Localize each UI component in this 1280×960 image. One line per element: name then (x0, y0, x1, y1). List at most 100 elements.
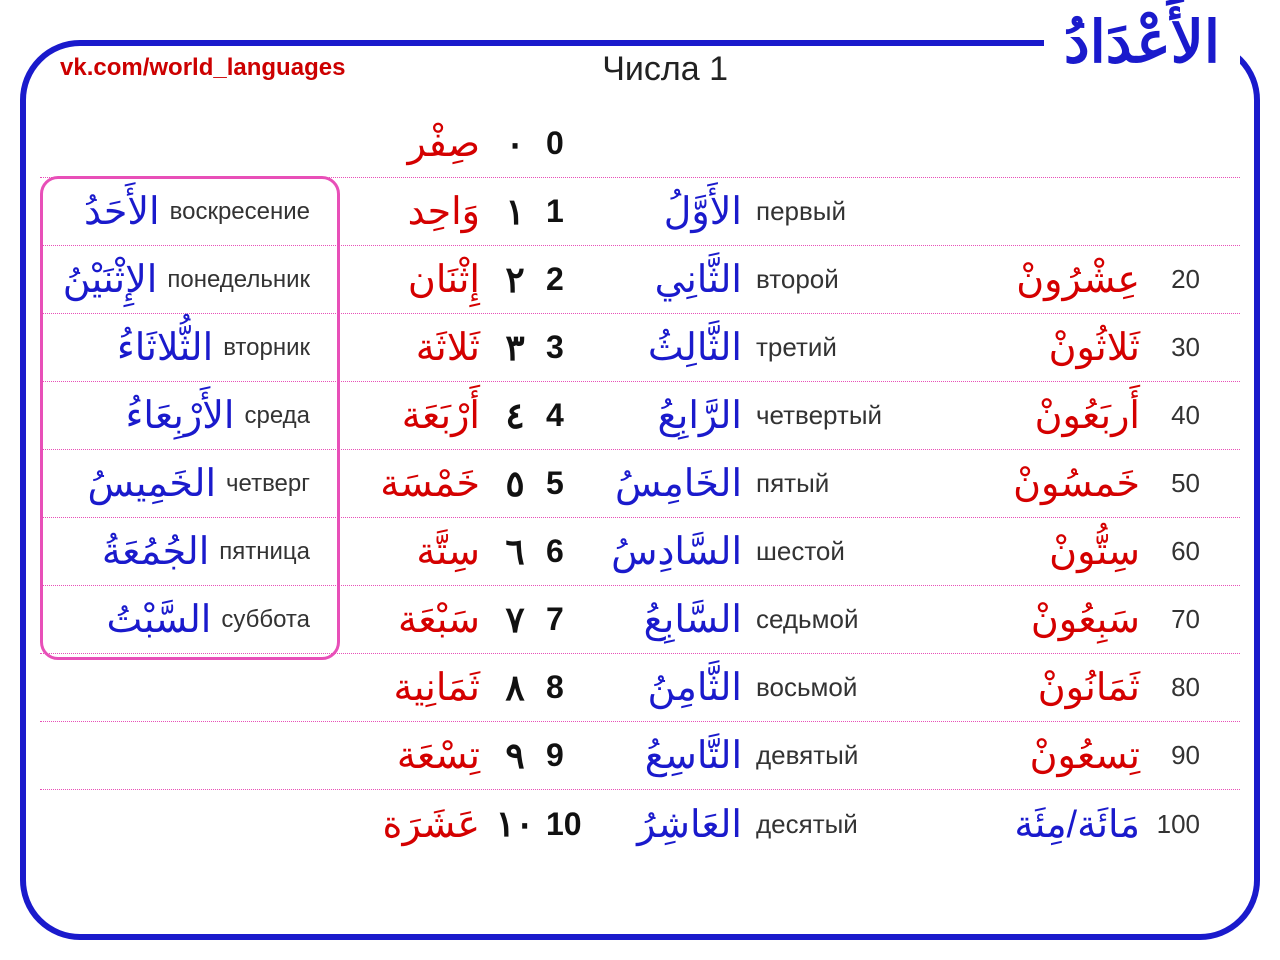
day-russian: среда (244, 402, 310, 430)
day-russian: суббота (221, 606, 310, 634)
digit-english: 7 (540, 601, 600, 638)
cardinal-arabic: صِفْر (408, 123, 480, 165)
table-row: السَّبْتُ суббота سَبْعَة ٧ 7 السَّابِعُ… (40, 586, 1240, 654)
russian-title: Числа 1 (602, 50, 728, 89)
digit-english: 10 (540, 806, 600, 843)
tens-number: 80 (1140, 672, 1200, 703)
ordinal-russian: восьмой (750, 672, 930, 703)
day-arabic: الثُّلاثَاءُ (117, 325, 213, 370)
tens-arabic: أَربَعُونْ (1035, 395, 1140, 437)
cardinal-arabic: سَبْعَة (398, 599, 480, 641)
digit-english: 9 (540, 737, 600, 774)
ordinal-arabic: الثَّالِثُ (648, 327, 742, 369)
tens-number: 40 (1140, 400, 1200, 431)
digit-english: 4 (540, 397, 600, 434)
day-russian: четверг (226, 470, 310, 498)
tens-arabic: مَائَة/مِئَة (1014, 804, 1140, 846)
digit-english: 0 (540, 125, 600, 162)
digit-arabic: ٧ (490, 599, 540, 641)
digit-arabic: ٢ (490, 259, 540, 301)
ordinal-arabic: السَّادِسُ (611, 531, 742, 573)
table-row: الأَحَدُ воскресение وَاحِد ١ 1 الأَوَّل… (40, 178, 1240, 246)
cardinal-arabic: وَاحِد (408, 191, 480, 233)
table-row: الخَمِيسُ четверг خَمْسَة ٥ 5 الخَامِسُ … (40, 450, 1240, 518)
day-russian: вторник (223, 334, 310, 362)
ordinal-russian: второй (750, 264, 930, 295)
ordinal-russian: первый (750, 196, 930, 227)
tens-number: 20 (1140, 264, 1200, 295)
day-arabic: الأَرْبِعَاءُ (126, 393, 235, 438)
digit-english: 3 (540, 329, 600, 366)
tens-number: 70 (1140, 604, 1200, 635)
cardinal-arabic: أَرْبَعَة (402, 395, 480, 437)
digit-arabic: ٦ (490, 531, 540, 573)
tens-arabic: ثَمَانُونْ (1038, 667, 1140, 709)
tens-arabic: سَبِعُونْ (1031, 599, 1140, 641)
arabic-title: الأَعْدَادُ (1044, 8, 1240, 76)
ordinal-russian: третий (750, 332, 930, 363)
digit-arabic: ١ (490, 191, 540, 233)
ordinal-arabic: الثَّامِنُ (648, 667, 742, 709)
table-row: الثُّلاثَاءُ вторник ثَلاثَة ٣ 3 الثَّال… (40, 314, 1240, 382)
day-russian: понедельник (167, 266, 310, 294)
table-row: ثَمَانِية ٨ 8 الثَّامِنُ восьмой ثَمَانُ… (40, 654, 1240, 722)
ordinal-arabic: الخَامِسُ (615, 463, 742, 505)
digit-arabic: ٩ (490, 735, 540, 777)
ordinal-russian: седьмой (750, 604, 930, 635)
ordinal-arabic: الثَّانِي (655, 259, 742, 301)
cardinal-arabic: تِسْعَة (397, 735, 480, 777)
digit-arabic: ٥ (490, 463, 540, 505)
ordinal-arabic: التَّاسِعُ (645, 735, 742, 777)
table-row: الأَرْبِعَاءُ среда أَرْبَعَة ٤ 4 الرَّا… (40, 382, 1240, 450)
cardinal-arabic: ثَمَانِية (393, 667, 480, 709)
ordinal-russian: десятый (750, 809, 930, 840)
tens-number: 60 (1140, 536, 1200, 567)
digit-english: 1 (540, 193, 600, 230)
day-russian: воскресение (170, 198, 310, 226)
digit-arabic: ٠ (490, 123, 540, 165)
tens-number: 50 (1140, 468, 1200, 499)
tens-number: 30 (1140, 332, 1200, 363)
cardinal-arabic: خَمْسَة (380, 463, 480, 505)
table-row: تِسْعَة ٩ 9 التَّاسِعُ девятый تِسعُونْ … (40, 722, 1240, 790)
day-arabic: الخَمِيسُ (87, 461, 216, 506)
tens-arabic: سِتُّونْ (1049, 531, 1140, 573)
digit-arabic: ٤ (490, 395, 540, 437)
ordinal-arabic: السَّابِعُ (644, 599, 742, 641)
cardinal-arabic: عَشَرَة (383, 804, 480, 846)
table-row: الإِثْنَيْنُ понедельник إِثْنَان ٢ 2 ال… (40, 246, 1240, 314)
table-row: صِفْر ٠ 0 (40, 110, 1240, 178)
ordinal-russian: девятый (750, 740, 930, 771)
vk-link: vk.com/world_languages (60, 54, 345, 82)
tens-number: 100 (1140, 809, 1200, 840)
tens-number: 90 (1140, 740, 1200, 771)
digit-arabic: ٣ (490, 327, 540, 369)
cardinal-arabic: إِثْنَان (408, 259, 480, 301)
day-arabic: الإِثْنَيْنُ (63, 257, 158, 302)
tens-arabic: خَمسُونْ (1013, 463, 1140, 505)
ordinal-arabic: الأَوَّلُ (664, 191, 742, 233)
tens-arabic: تِسعُونْ (1030, 735, 1140, 777)
cardinal-arabic: ثَلاثَة (416, 327, 480, 369)
ordinal-russian: шестой (750, 536, 930, 567)
ordinal-arabic: العَاشِرُ (637, 804, 742, 846)
cardinal-arabic: سِتَّة (416, 531, 480, 573)
day-arabic: الأَحَدُ (84, 189, 160, 234)
table-row: عَشَرَة ١٠ 10 العَاشِرُ десятый مَائَة/م… (40, 790, 1240, 858)
digit-english: 5 (540, 465, 600, 502)
digit-arabic: ١٠ (490, 803, 540, 845)
day-arabic: الجُمُعَةُ (102, 529, 209, 574)
tens-arabic: ثَلاثُونْ (1049, 327, 1140, 369)
digit-english: 8 (540, 669, 600, 706)
content-area: صِفْر ٠ 0 الأَحَدُ воскресение وَاحِد ١ … (40, 110, 1240, 930)
digit-english: 6 (540, 533, 600, 570)
tens-arabic: عِشْرُونْ (1016, 259, 1140, 301)
ordinal-russian: пятый (750, 468, 930, 499)
ordinal-russian: четвертый (750, 400, 930, 431)
day-arabic: السَّبْتُ (107, 597, 212, 642)
digit-arabic: ٨ (490, 667, 540, 709)
digit-english: 2 (540, 261, 600, 298)
table-row: الجُمُعَةُ пятница سِتَّة ٦ 6 السَّادِسُ… (40, 518, 1240, 586)
day-russian: пятница (219, 538, 310, 566)
ordinal-arabic: الرَّابِعُ (658, 395, 742, 437)
